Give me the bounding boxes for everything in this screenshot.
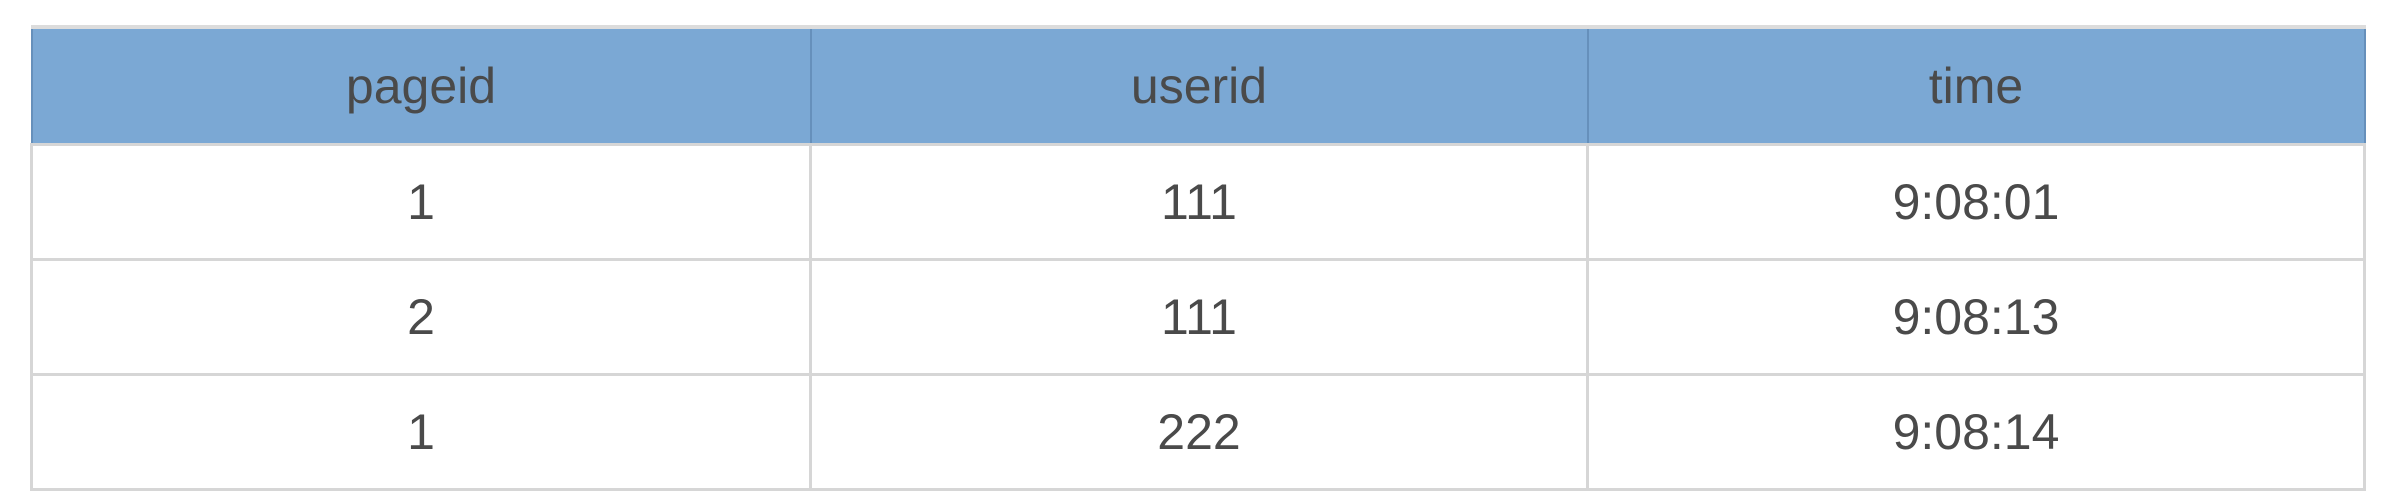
table-row: 2 111 9:08:13	[30, 258, 2366, 376]
table-row: 1 111 9:08:01	[30, 143, 2366, 261]
cell-time: 9:08:01	[1586, 143, 2366, 261]
cell-userid: 111	[809, 143, 1589, 261]
cell-userid: 222	[809, 373, 1589, 491]
cell-time: 9:08:13	[1586, 258, 2366, 376]
table-row: 1 222 9:08:14	[30, 373, 2366, 491]
header-pageid: pageid	[30, 25, 812, 146]
cell-pageid: 1	[30, 143, 812, 261]
cell-time: 9:08:14	[1586, 373, 2366, 491]
data-table: pageid userid time 1 111 9:08:01 2 111 9…	[30, 25, 2366, 491]
header-row: pageid userid time	[30, 25, 2366, 146]
cell-pageid: 1	[30, 373, 812, 491]
header-time: time	[1586, 25, 2366, 146]
cell-userid: 111	[809, 258, 1589, 376]
header-userid: userid	[809, 25, 1589, 146]
cell-pageid: 2	[30, 258, 812, 376]
